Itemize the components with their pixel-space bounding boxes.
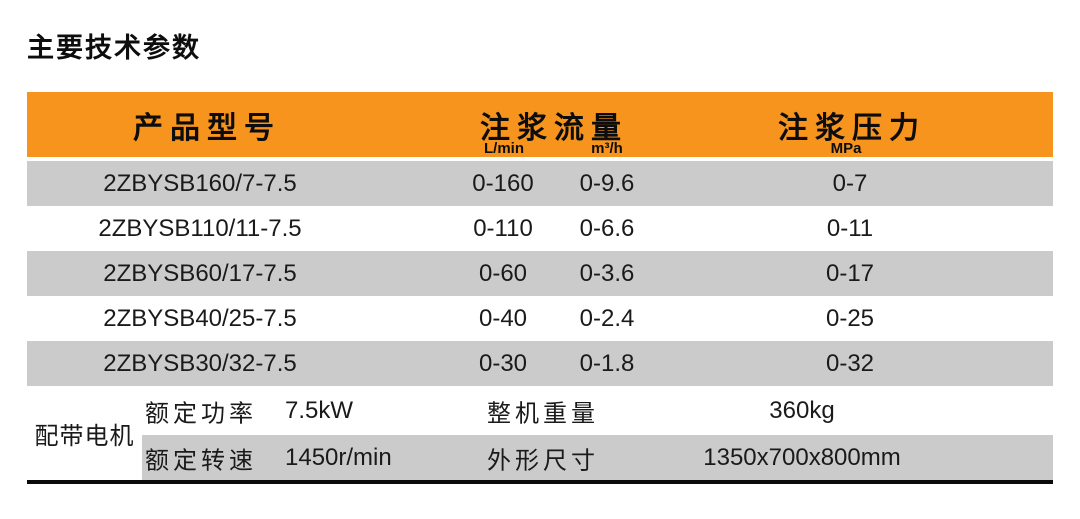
cell-pressure: 0-7: [832, 169, 868, 197]
table-row: 2ZBYSB60/17-7.5 0-60 0-3.6 0-17: [27, 251, 1053, 296]
spec-table: 产品型号 注浆流量 注浆压力 L/min m³/h MPa 2ZBYSB160/…: [27, 92, 1053, 484]
motor-section: 配带电机 额定功率 7.5kW 整机重量 360kg 额定转速 1450r/mi…: [27, 386, 1053, 480]
table-header: 产品型号 注浆流量 注浆压力 L/min m³/h MPa: [27, 92, 1053, 157]
unit-l-per-min: L/min: [484, 140, 524, 157]
table-row: 2ZBYSB160/7-7.5 0-160 0-9.6 0-7: [27, 161, 1053, 206]
cell-flow-lmin: 0-60: [478, 259, 528, 287]
cell-model: 2ZBYSB30/32-7.5: [103, 349, 297, 377]
cell-pressure: 0-17: [825, 259, 875, 287]
cell-flow-lmin: 0-30: [478, 349, 528, 377]
rated-power-label: 额定功率: [145, 400, 257, 427]
cell-model: 2ZBYSB160/7-7.5: [103, 169, 297, 197]
table-row: 2ZBYSB110/11-7.5 0-110 0-6.6 0-11: [27, 206, 1053, 251]
cell-flow-m3h: 0-2.4: [579, 304, 635, 332]
machine-weight-value: 360kg: [769, 396, 835, 424]
unit-m3-per-h: m³/h: [591, 140, 623, 157]
rated-speed-label: 额定转速: [145, 447, 257, 474]
table-row: 2ZBYSB40/25-7.5 0-40 0-2.4 0-25: [27, 296, 1053, 341]
page-title: 主要技术参数: [27, 33, 201, 63]
cell-flow-m3h: 0-9.6: [579, 169, 635, 197]
cell-model: 2ZBYSB110/11-7.5: [98, 214, 302, 242]
cell-pressure: 0-32: [825, 349, 875, 377]
motor-group-label: 配带电机: [34, 422, 135, 450]
table-bottom-rule: [27, 480, 1053, 484]
table-row: 2ZBYSB30/32-7.5 0-30 0-1.8 0-32: [27, 341, 1053, 386]
cell-model: 2ZBYSB40/25-7.5: [103, 304, 297, 332]
row-background: [142, 435, 1053, 480]
machine-weight-label: 整机重量: [487, 400, 599, 427]
cell-flow-lmin: 0-160: [472, 169, 534, 197]
motor-row-speed: 额定转速 1450r/min 外形尺寸 1350x700x800mm: [27, 435, 1053, 480]
cell-model: 2ZBYSB60/17-7.5: [103, 259, 297, 287]
cell-flow-lmin: 0-40: [478, 304, 528, 332]
motor-row-power: 额定功率 7.5kW 整机重量 360kg: [27, 386, 1053, 435]
header-product-model: 产品型号: [133, 112, 281, 145]
unit-mpa: MPa: [830, 140, 862, 157]
cell-pressure: 0-11: [826, 214, 874, 242]
header-grouting-flow: 注浆流量: [480, 112, 628, 145]
header-grouting-pressure: 注浆压力: [778, 112, 926, 145]
rated-speed-value: 1450r/min: [285, 443, 392, 471]
rated-power-value: 7.5kW: [285, 396, 354, 424]
cell-flow-m3h: 0-3.6: [579, 259, 635, 287]
cell-flow-m3h: 0-1.8: [579, 349, 635, 377]
cell-flow-m3h: 0-6.6: [579, 214, 635, 242]
overall-size-value: 1350x700x800mm: [703, 443, 901, 471]
cell-flow-lmin: 0-110: [473, 214, 533, 242]
cell-pressure: 0-25: [825, 304, 875, 332]
overall-size-label: 外形尺寸: [487, 447, 599, 474]
